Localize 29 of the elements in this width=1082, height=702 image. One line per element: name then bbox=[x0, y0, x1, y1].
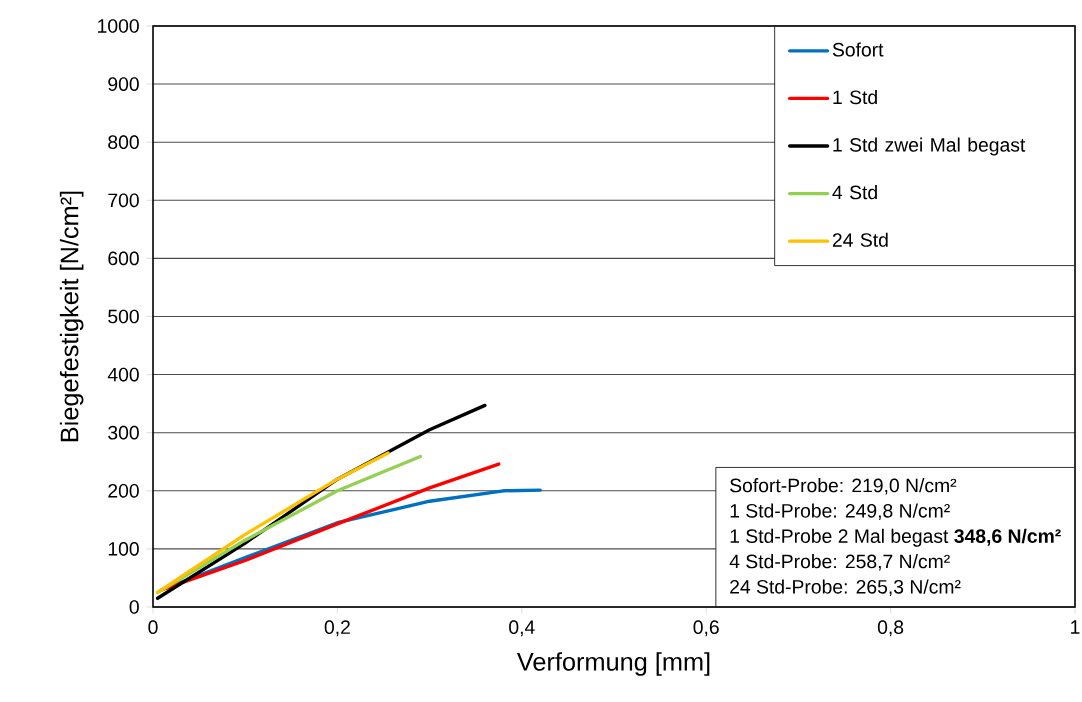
y-tick-label: 700 bbox=[108, 193, 139, 208]
annotation: Sofort-Probe: 219,0 N/cm² bbox=[730, 478, 957, 495]
legend-label: 4 Std bbox=[832, 185, 877, 200]
y-tick-label: 900 bbox=[108, 77, 139, 91]
annotation: 4 Std-Probe: 258,7 N/cm² bbox=[729, 554, 950, 571]
y-tick-label: 600 bbox=[108, 251, 139, 266]
annotation: 24 Std-Probe: 265,3 N/cm² bbox=[730, 579, 961, 596]
y-tick-label: 400 bbox=[107, 367, 139, 382]
x-tick-label: 0,2 bbox=[324, 620, 350, 637]
y-tick-label: 1000 bbox=[98, 19, 139, 33]
y-tick-label: 0 bbox=[129, 600, 139, 614]
legend-label: 1 Std bbox=[833, 89, 877, 105]
annotation: 1 Std-Probe 2 Mal begast 348,6 N/cm² bbox=[730, 528, 1061, 547]
x-tick-label: 0,8 bbox=[877, 620, 904, 637]
y-tick-label: 300 bbox=[108, 425, 139, 440]
y-tick-label: 200 bbox=[108, 483, 139, 498]
y-tick-label: 100 bbox=[108, 542, 139, 556]
x-tick-label: 0,4 bbox=[509, 620, 535, 637]
x-tick-label: 0,6 bbox=[693, 620, 719, 637]
legend-label: 24 Std bbox=[832, 232, 888, 247]
legend-label: Sofort bbox=[832, 42, 884, 57]
y-axis-title: Biegefestigkeit [N/cm²] bbox=[59, 191, 84, 442]
annotation: 1 Std-Probe: 249,8 N/cm² bbox=[730, 503, 950, 520]
y-tick-label: 800 bbox=[108, 135, 139, 150]
x-tick-label: 1 bbox=[1071, 620, 1080, 634]
x-axis-title: Verformung [mm] bbox=[516, 652, 710, 676]
legend-label: 1 Std zwei Mal begast bbox=[833, 137, 1026, 156]
y-tick-label: 500 bbox=[108, 309, 139, 324]
x-tick-label: 0 bbox=[148, 620, 158, 635]
